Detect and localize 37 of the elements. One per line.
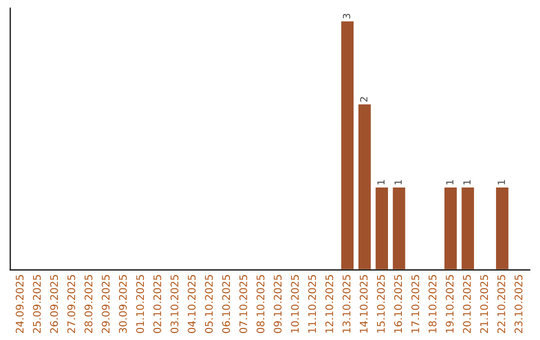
data-label: 1 xyxy=(498,180,505,184)
data-label: 2 xyxy=(360,97,368,102)
x-tick-label: 15.10.2025 xyxy=(376,275,385,333)
x-tick-label: 27.09.2025 xyxy=(67,275,76,334)
x-tick-label: 22.10.2025 xyxy=(497,275,506,334)
x-tick-label: 14.10.2025 xyxy=(360,275,368,333)
x-tick-label: 16.10.2025 xyxy=(394,275,402,333)
x-tick-label: 04.10.2025 xyxy=(188,275,196,334)
x-tick-label: 26.09.2025 xyxy=(50,275,58,334)
x-tick-label: 21.10.2025 xyxy=(480,275,488,334)
x-tick-label: 30.09.2025 xyxy=(118,275,127,333)
x-tick-label: 20.10.2025 xyxy=(462,275,471,334)
x-tick-label: 02.10.2025 xyxy=(153,275,162,334)
data-label: 3 xyxy=(342,14,350,18)
data-label: 1 xyxy=(394,180,402,184)
x-tick-label: 29.09.2025 xyxy=(102,275,110,334)
x-tick-label: 01.10.2025 xyxy=(136,275,144,334)
x-tick-label: 07.10.2025 xyxy=(239,275,248,334)
x-tick-label: 03.10.2025 xyxy=(170,275,178,334)
x-tick-label: 24.09.2025 xyxy=(16,275,24,334)
x-tick-label: 09.10.2025 xyxy=(274,275,282,334)
x-tick-label: 11.10.2025 xyxy=(308,275,316,333)
x-tick-label: 18.10.2025 xyxy=(428,275,436,333)
x-tick-label: 12.10.2025 xyxy=(325,275,334,333)
data-label: 1 xyxy=(446,180,454,184)
data-label: 1 xyxy=(377,180,384,184)
x-tick-label: 13.10.2025 xyxy=(342,275,350,333)
x-tick-label: 19.10.2025 xyxy=(446,275,454,333)
x-tick-label: 06.10.2025 xyxy=(222,275,230,334)
data-label: 1 xyxy=(463,180,470,184)
x-tick-label: 10.10.2025 xyxy=(290,275,299,333)
x-tick-label: 05.10.2025 xyxy=(204,275,213,334)
x-tick-label: 23.10.2025 xyxy=(514,275,522,334)
x-tick-label: 25.09.2025 xyxy=(32,275,41,334)
x-tick-label: 28.09.2025 xyxy=(84,275,92,334)
x-tick-label: 08.10.2025 xyxy=(256,275,264,334)
x-tick-label: 17.10.2025 xyxy=(411,275,420,333)
